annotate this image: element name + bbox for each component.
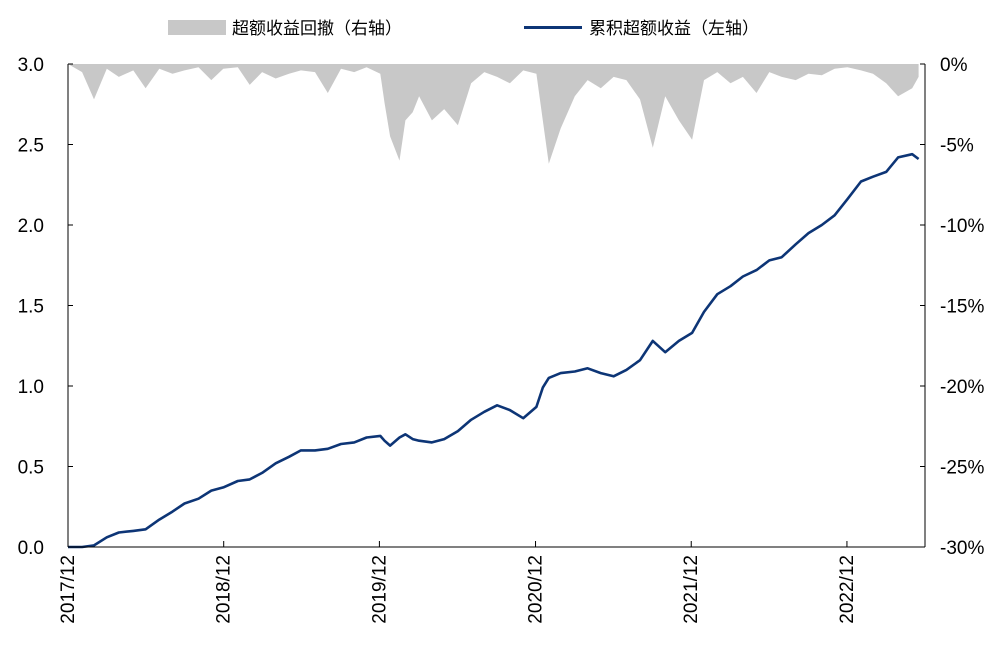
x-tick-label: 2019/12 (369, 555, 390, 624)
legend-label-excess: 累积超额收益（左轴） (589, 19, 759, 39)
right-tick-label: -15% (940, 297, 984, 318)
legend-swatch-drawdown (168, 20, 226, 35)
left-tick-label: 1.5 (18, 297, 44, 318)
axes: 0.0 0.5 1.0 1.5 2.0 2.5 3.0 -30% -25% -20% -15% -10… (18, 55, 985, 624)
x-tick-label: 2017/12 (58, 555, 79, 624)
right-tick-label: -30% (940, 538, 984, 559)
x-tick-label: 2020/12 (526, 555, 547, 624)
left-tick-label: 0.0 (18, 538, 44, 559)
left-tick-label: 2.0 (18, 216, 44, 237)
right-tick-label: -20% (940, 377, 984, 398)
left-tick-label: 1.0 (18, 377, 44, 398)
right-tick-label: -5% (940, 136, 974, 157)
x-tick-label: 2018/12 (214, 555, 235, 624)
x-tick-label: 2022/12 (837, 555, 858, 624)
legend-label-drawdown: 超额收益回撤（右轴） (232, 19, 402, 39)
right-tick-label: -10% (940, 216, 984, 237)
left-tick-label: 3.0 (18, 55, 44, 76)
left-tick-label: 2.5 (18, 136, 44, 157)
right-tick-label: 0% (940, 55, 968, 76)
legend: 超额收益回撤（右轴） 累积超额收益（左轴） (168, 19, 759, 39)
left-tick-label: 0.5 (18, 458, 44, 479)
excess-return-line (68, 152, 920, 549)
x-tick-label: 2021/12 (681, 555, 702, 624)
plot-area (68, 64, 920, 549)
drawdown-area (68, 64, 919, 164)
right-tick-label: -25% (940, 458, 984, 479)
